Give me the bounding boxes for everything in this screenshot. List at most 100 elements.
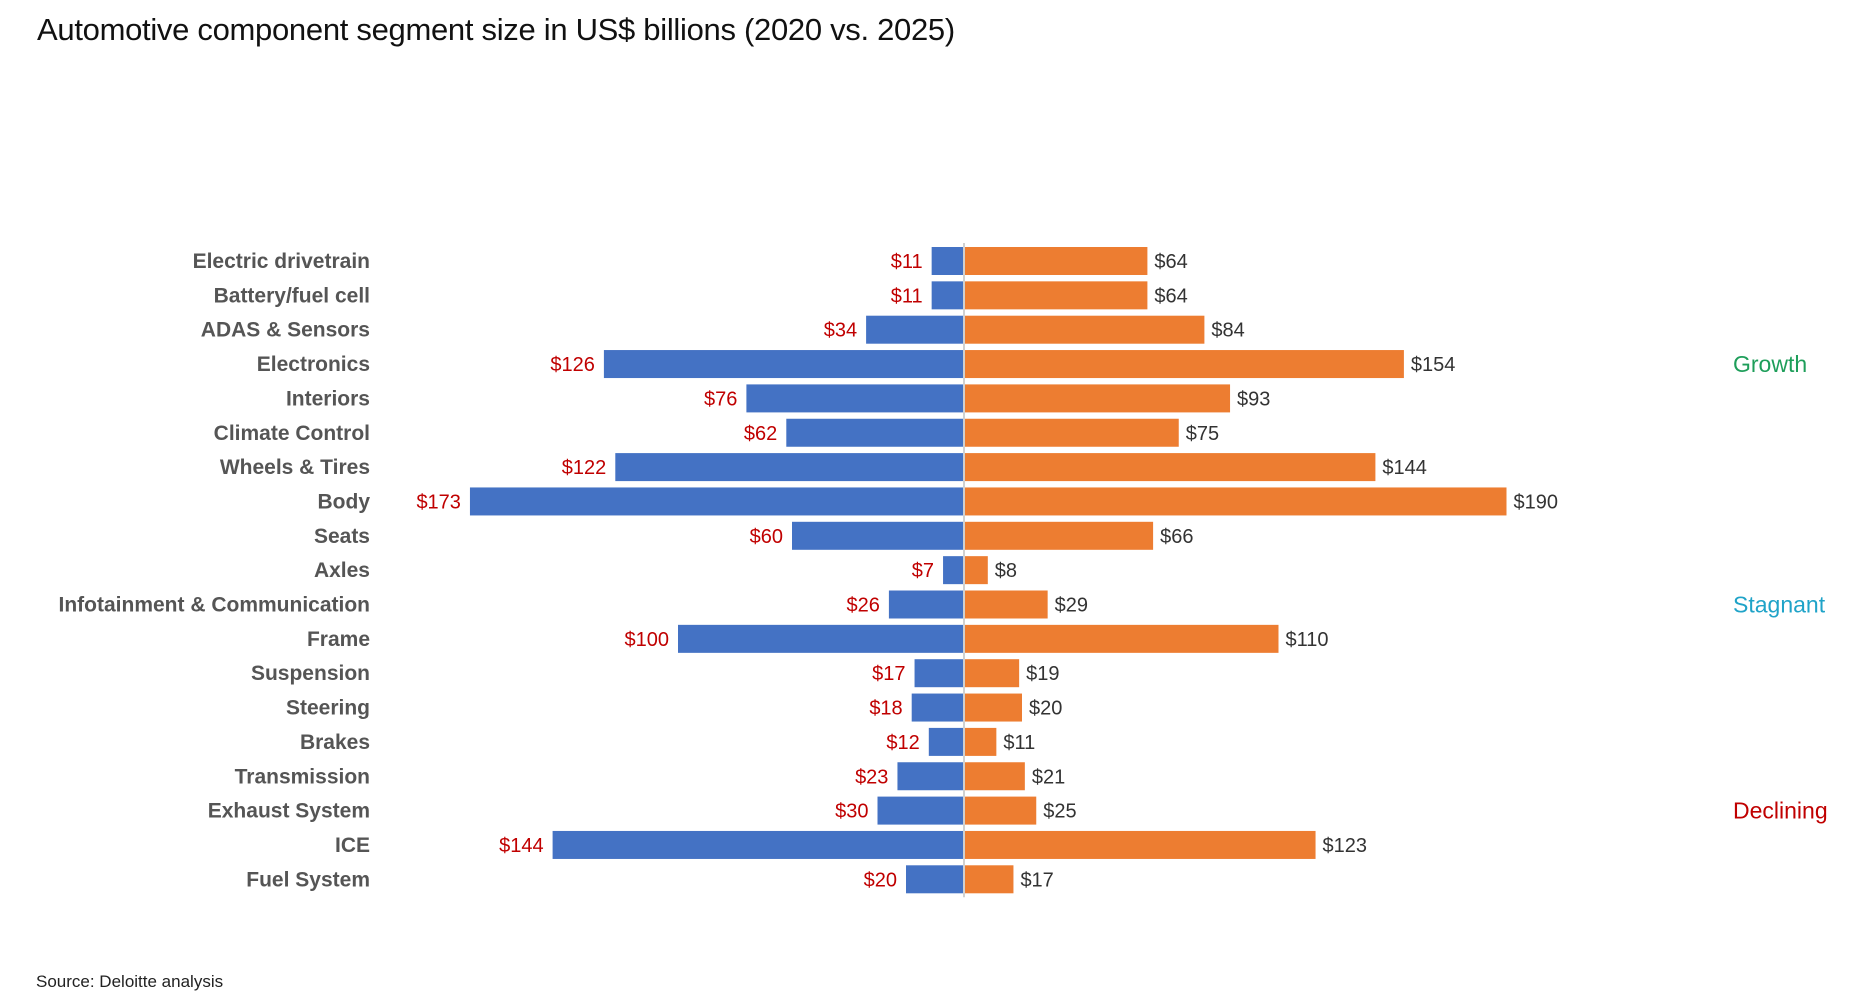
category-label: Frame: [307, 628, 370, 651]
value-label-2025: $123: [1323, 835, 1368, 857]
bar-2020: [469, 487, 963, 516]
value-label-2025: $64: [1154, 285, 1187, 307]
series-2020-value-labels: $11 $11 $34 $126 $76 $62 $122 $173 $60 $7 $26 $100 $…: [416, 251, 934, 891]
category-label: Body: [318, 490, 371, 513]
value-label-2025: $8: [995, 560, 1017, 582]
group-annotations: Growth Stagnant Declining: [1733, 351, 1828, 824]
series-2025-bars: [965, 247, 1507, 894]
chart-title: Automotive component segment size in US$…: [37, 12, 955, 47]
value-label-2020: $20: [864, 869, 897, 891]
category-label: Steering: [286, 697, 370, 720]
value-label-2025: $93: [1237, 388, 1270, 410]
bar-2025: [965, 521, 1154, 550]
value-label-2020: $34: [824, 320, 857, 342]
bar-2020: [931, 281, 963, 310]
bar-2025: [965, 247, 1148, 275]
category-label: Interiors: [286, 387, 370, 410]
group-label-growth: Growth: [1733, 351, 1807, 377]
bar-2020: [914, 659, 963, 688]
value-label-2025: $21: [1032, 766, 1065, 788]
bar-2025: [965, 762, 1025, 791]
bar-2025: [965, 418, 1179, 447]
bar-2025: [965, 350, 1404, 379]
bar-2020: [792, 521, 963, 550]
value-label-2025: $75: [1186, 423, 1219, 445]
bar-2025: [965, 453, 1376, 482]
value-label-2020: $60: [750, 526, 783, 548]
bar-2020: [928, 727, 963, 756]
value-label-2020: $17: [872, 663, 905, 685]
category-label: ADAS & Sensors: [201, 319, 370, 342]
series-2020-bars: [469, 247, 963, 894]
bar-2025: [965, 487, 1507, 516]
category-label: Axles: [314, 559, 370, 582]
category-label: Seats: [314, 525, 370, 548]
bar-2020: [897, 762, 963, 791]
category-label: Brakes: [300, 731, 370, 754]
group-label-stagnant: Stagnant: [1733, 592, 1826, 618]
bar-2020: [943, 556, 963, 585]
bar-2020: [603, 350, 963, 379]
category-label: Battery/fuel cell: [214, 284, 370, 307]
bar-2020: [877, 796, 963, 825]
value-label-2025: $19: [1026, 663, 1059, 685]
bar-2025: [965, 727, 997, 756]
value-label-2020: $30: [835, 801, 868, 823]
value-label-2020: $62: [744, 423, 777, 445]
value-label-2025: $25: [1043, 801, 1076, 823]
value-label-2025: $66: [1160, 526, 1193, 548]
bar-2020: [746, 384, 963, 413]
category-label: Electronics: [257, 353, 370, 376]
source-note: Source: Deloitte analysis: [36, 972, 224, 991]
value-label-2025: $29: [1055, 595, 1088, 617]
value-label-2025: $84: [1211, 320, 1244, 342]
category-label: ICE: [335, 834, 370, 857]
value-label-2020: $26: [847, 595, 880, 617]
bar-2025: [965, 556, 988, 585]
bar-2020: [786, 418, 963, 447]
bar-2020: [888, 590, 963, 619]
bar-2020: [931, 247, 963, 275]
category-label: Exhaust System: [208, 800, 370, 823]
value-label-2020: $7: [912, 560, 934, 582]
bar-2020: [615, 453, 963, 482]
value-label-2020: $144: [499, 835, 544, 857]
category-label: Fuel System: [246, 868, 370, 891]
value-label-2025: $154: [1411, 354, 1456, 376]
category-label: Infotainment & Communication: [59, 594, 371, 617]
category-label: Climate Control: [214, 422, 370, 445]
bar-2025: [965, 315, 1205, 344]
value-label-2020: $126: [550, 354, 595, 376]
group-label-declining: Declining: [1733, 798, 1828, 824]
bar-2025: [965, 693, 1022, 722]
value-label-2020: $11: [891, 285, 923, 307]
bar-2025: [965, 865, 1014, 894]
value-label-2020: $11: [891, 251, 923, 273]
value-label-2020: $76: [704, 388, 737, 410]
value-label-2020: $173: [416, 491, 461, 513]
value-label-2020: $18: [869, 698, 902, 720]
series-2025-value-labels: $64 $64 $84 $154 $93 $75 $144 $190 $66 $8 $29 $110 $…: [995, 251, 1558, 891]
category-labels: Electric drivetrain Battery/fuel cell ADAS…: [59, 250, 371, 891]
value-label-2025: $20: [1029, 698, 1062, 720]
value-label-2025: $110: [1286, 629, 1329, 651]
bar-2025: [965, 659, 1020, 688]
category-label: Suspension: [251, 662, 370, 685]
category-label: Transmission: [235, 765, 370, 788]
bar-2020: [678, 624, 963, 653]
bar-2025: [965, 796, 1037, 825]
value-label-2025: $64: [1154, 251, 1187, 273]
value-label-2025: $11: [1003, 732, 1035, 754]
bar-2020: [906, 865, 963, 894]
value-label-2025: $17: [1020, 869, 1053, 891]
value-label-2020: $12: [886, 732, 919, 754]
bar-2020: [552, 830, 963, 859]
bar-2025: [965, 590, 1048, 619]
value-label-2020: $122: [562, 457, 607, 479]
bar-2025: [965, 624, 1279, 653]
bar-2020: [866, 315, 963, 344]
value-label-2020: $100: [625, 629, 670, 651]
category-label: Wheels & Tires: [220, 456, 370, 479]
bar-2025: [965, 384, 1231, 413]
